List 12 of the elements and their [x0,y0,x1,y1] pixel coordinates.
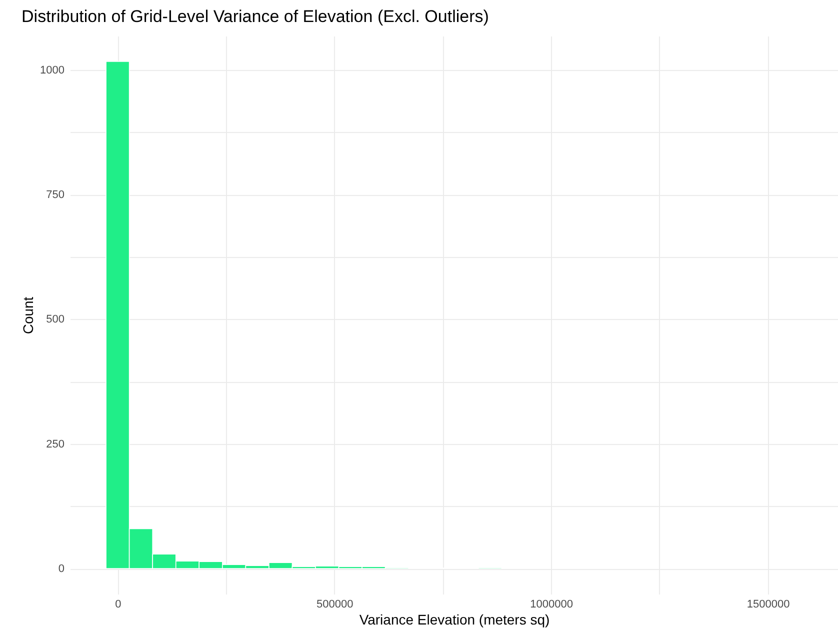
x-axis-title: Variance Elevation (meters sq) [359,612,550,628]
y-tick-label: 250 [46,438,64,450]
y-tick-label: 0 [58,563,64,576]
x-tick-label: 1500000 [746,598,790,610]
x-tick-label: 1000000 [530,598,573,610]
x-tick-label: 500000 [316,598,354,610]
x-tick-label: 0 [115,598,122,610]
y-tick-label: 1000 [40,64,64,76]
y-tick-label: 500 [46,314,64,326]
chart-title: Distribution of Grid-Level Variance of Elevation (Excl. Outliers) [22,7,489,26]
y-tick-label: 750 [46,189,64,202]
y-axis-title: Count [20,296,36,334]
